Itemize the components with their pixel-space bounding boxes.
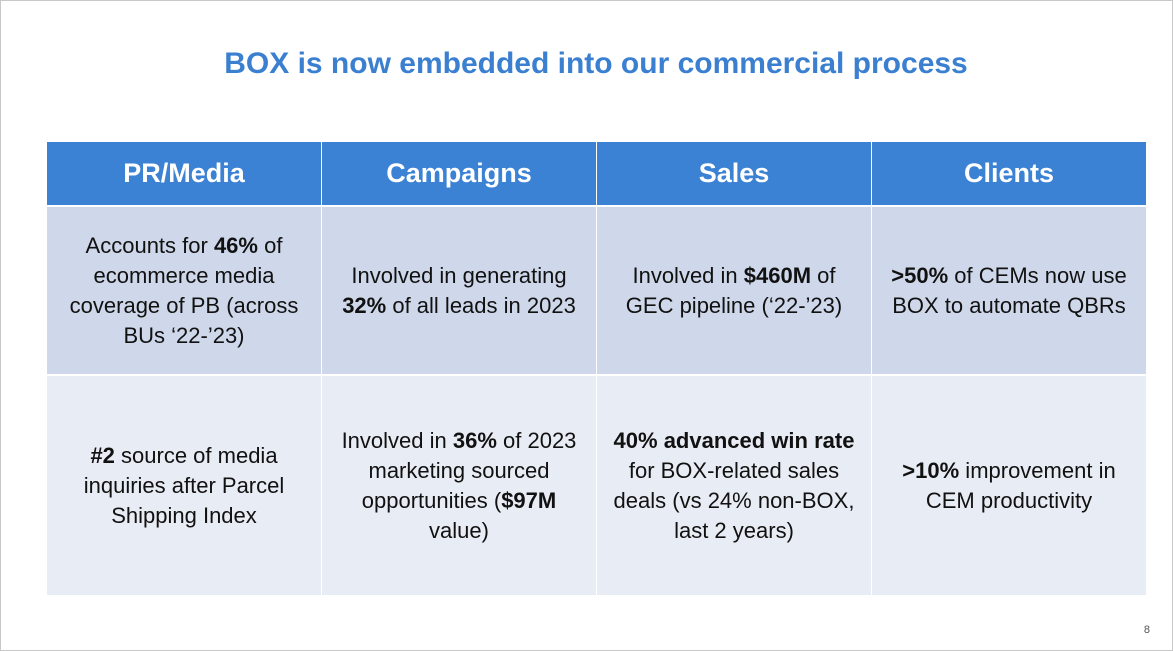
header-clients: Clients bbox=[872, 142, 1146, 205]
cell-clients-row2: >10% improvement in CEM productivity bbox=[872, 376, 1146, 595]
header-pr-media: PR/Media bbox=[47, 142, 321, 205]
cell-text: Involved in $460M of GEC pipeline (‘22-’… bbox=[625, 262, 843, 318]
cell-clients-row1: >50% of CEMs now use BOX to automate QBR… bbox=[872, 207, 1146, 374]
cell-sales-row1: Involved in $460M of GEC pipeline (‘22-’… bbox=[597, 207, 871, 374]
cell-text: Involved in generating 32% of all leads … bbox=[342, 262, 576, 318]
cell-text: Involved in 36% of 2023 marketing source… bbox=[341, 427, 577, 543]
cell-campaigns-row2: Involved in 36% of 2023 marketing source… bbox=[322, 376, 596, 595]
page-number: 8 bbox=[1143, 624, 1150, 636]
summary-table: PR/Media Campaigns Sales Clients Account… bbox=[47, 142, 1146, 595]
cell-campaigns-row1: Involved in generating 32% of all leads … bbox=[322, 207, 596, 374]
cell-text: #2 source of media inquiries after Parce… bbox=[83, 442, 285, 528]
cell-text: Accounts for 46% of ecommerce media cove… bbox=[69, 232, 299, 348]
cell-text: >10% improvement in CEM productivity bbox=[902, 457, 1116, 513]
cell-pr-media-row1: Accounts for 46% of ecommerce media cove… bbox=[47, 207, 321, 374]
cell-sales-row2: 40% advanced win rate for BOX-related sa… bbox=[597, 376, 871, 595]
cell-pr-media-row2: #2 source of media inquiries after Parce… bbox=[47, 376, 321, 595]
cell-text: >50% of CEMs now use BOX to automate QBR… bbox=[891, 262, 1127, 318]
header-sales: Sales bbox=[597, 142, 871, 205]
header-campaigns: Campaigns bbox=[322, 142, 596, 205]
cell-text: 40% advanced win rate for BOX-related sa… bbox=[613, 427, 855, 543]
slide-title: BOX is now embedded into our commercial … bbox=[224, 47, 968, 80]
